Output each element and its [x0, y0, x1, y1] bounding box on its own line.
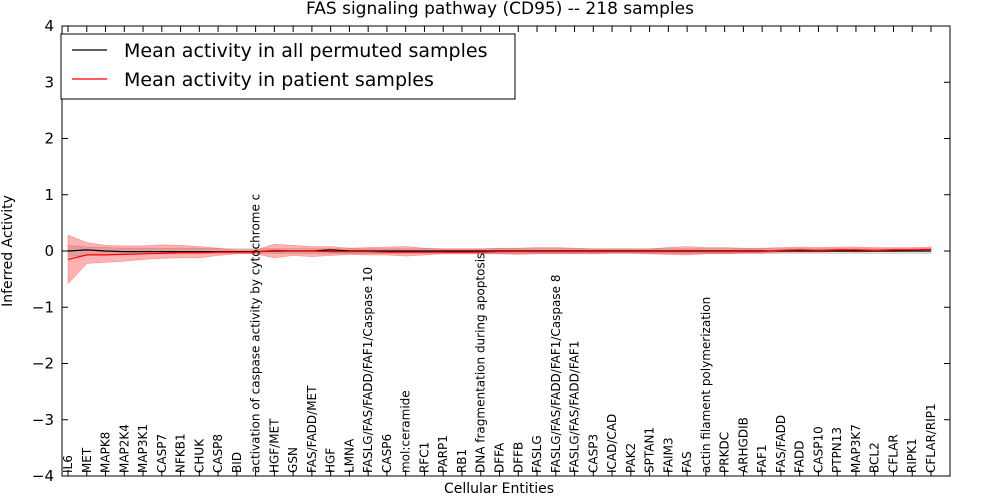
x-tick-label: FASLG/FAS/FADD/FAF1: [568, 341, 582, 473]
x-tick-label: DNA fragmentation during apoptosis: [474, 253, 488, 473]
x-tick-label: LMNA: [342, 438, 356, 473]
x-tick-label: FAIM3: [661, 437, 675, 473]
x-tick-label: GSN: [286, 447, 300, 473]
legend: Mean activity in all permuted samples Me…: [60, 33, 516, 100]
y-tick-label: −1: [32, 298, 54, 316]
x-tick-label: FAF1: [755, 445, 769, 474]
line-series-1: [67, 248, 932, 260]
x-tick-label: mol:ceramide: [399, 390, 413, 473]
legend-box: [60, 33, 516, 100]
x-tick-label: MAP2K4: [117, 424, 131, 473]
x-tick-label: MAP3K7: [849, 424, 863, 473]
x-tick-label: PTPN13: [830, 427, 844, 473]
x-tick-label: activation of caspase activity by cytoch…: [249, 194, 263, 473]
x-tick-label: FAS: [680, 451, 694, 473]
y-tick-label: −2: [32, 355, 54, 373]
x-tick-label: HGF/MET: [267, 418, 281, 473]
series-lines: [67, 248, 932, 260]
x-tick-label: CHUK: [192, 438, 206, 473]
x-tick-label: actin filament polymerization: [699, 297, 713, 473]
y-tick-label: −3: [32, 411, 54, 429]
x-tick-label: FASLG/FAS/FADD/FAF1/Caspase 10: [361, 267, 375, 473]
x-tick-label: CASP8: [211, 434, 225, 473]
legend-label-patient: Mean activity in patient samples: [124, 69, 434, 91]
x-tick-label: MET: [80, 447, 94, 473]
y-axis: 4 3 2 1 0 −1 −2 −3 −4: [32, 17, 950, 485]
y-tick-label: 1: [44, 186, 54, 204]
x-tick-label: NFKB1: [174, 433, 188, 473]
x-tick-label: DFFA: [493, 442, 507, 473]
x-tick-label: PAK2: [624, 443, 638, 473]
x-tick-label: BID: [230, 452, 244, 473]
x-axis-title: Cellular Entities: [444, 481, 554, 497]
x-tick-label: CASP6: [380, 434, 394, 473]
x-tick-label: FAS/FADD: [774, 415, 788, 473]
x-tick-label: ARHGDIB: [736, 417, 750, 473]
y-tick-label: 2: [44, 130, 54, 148]
y-tick-label: 3: [44, 73, 54, 91]
legend-label-permuted: Mean activity in all permuted samples: [124, 40, 487, 62]
x-tick-label: MAP3K1: [136, 424, 150, 473]
x-tick-label: FADD: [793, 441, 807, 474]
x-tick-label: MAPK8: [99, 432, 113, 473]
x-tick-label: RB1: [455, 449, 469, 473]
x-tick-label: BCL2: [868, 442, 882, 473]
x-tick-label: ICAD/CAD: [605, 414, 619, 473]
y-tick-label: 0: [44, 242, 54, 260]
x-axis: IL6 MET MAPK8 MAP2K4 MAP3K1 CASP7 NFKB1 CHUK CAS…: [61, 26, 938, 476]
x-tick-label: RIPK1: [905, 438, 919, 473]
y-tick-label: −4: [32, 467, 54, 485]
x-tick-label: CFLAR/RIP1: [924, 403, 938, 473]
x-tick-label: SPTAN1: [643, 427, 657, 473]
x-tick-label: CASP7: [155, 434, 169, 473]
x-tick-label: CFLAR: [887, 434, 901, 473]
x-tick-label: FASLG/FAS/FADD/FAF1/Caspase 8: [549, 275, 563, 474]
y-tick-label: 4: [44, 17, 54, 35]
chart-title: FAS signaling pathway (CD95) -- 218 samp…: [306, 0, 694, 19]
x-tick-label: RFC1: [418, 442, 432, 473]
x-tick-label: HGF: [324, 448, 338, 473]
x-tick-label: DFFB: [511, 442, 525, 473]
x-tick-label: FAS/FADD/MET: [305, 385, 319, 473]
x-tick-label: CASP10: [811, 426, 825, 473]
y-axis-title: Inferred Activity: [0, 195, 16, 307]
x-tick-label: CASP3: [586, 434, 600, 473]
x-tick-label: FASLG: [530, 435, 544, 473]
x-tick-label: IL6: [61, 455, 75, 473]
x-tick-label: PRKDC: [718, 432, 732, 473]
x-tick-label: PARP1: [436, 435, 450, 473]
